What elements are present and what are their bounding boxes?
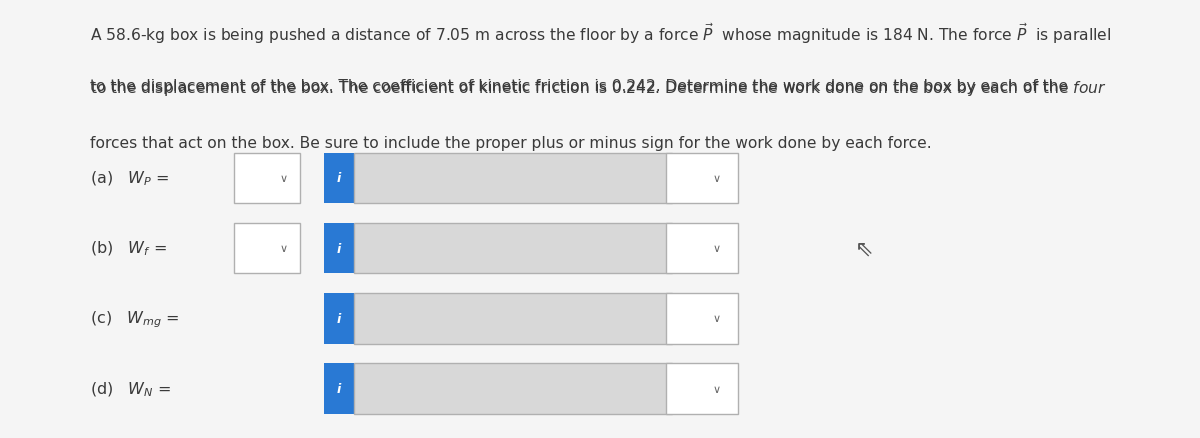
FancyBboxPatch shape	[354, 153, 672, 204]
Text: forces that act on the box. Be sure to include the proper plus or minus sign for: forces that act on the box. Be sure to i…	[90, 136, 931, 151]
FancyBboxPatch shape	[234, 223, 300, 274]
FancyBboxPatch shape	[666, 364, 738, 414]
Text: ⇖: ⇖	[854, 239, 874, 258]
FancyBboxPatch shape	[666, 293, 738, 344]
Text: to the displacement of the box. The coefficient of kinetic friction is 0.242. De: to the displacement of the box. The coef…	[90, 79, 1106, 98]
Text: ∨: ∨	[280, 244, 288, 254]
Text: i: i	[337, 312, 341, 325]
Text: ∨: ∨	[280, 173, 288, 184]
Text: A 58.6-kg box is being pushed a distance of 7.05 m across the floor by a force $: A 58.6-kg box is being pushed a distance…	[90, 22, 1111, 46]
FancyBboxPatch shape	[234, 153, 300, 204]
Text: (c)   $W_{mg}$ =: (c) $W_{mg}$ =	[90, 308, 180, 329]
FancyBboxPatch shape	[354, 364, 672, 414]
FancyBboxPatch shape	[324, 223, 354, 274]
Text: to the displacement of the box. The coefficient of kinetic friction is 0.242. De: to the displacement of the box. The coef…	[90, 79, 1073, 94]
Text: (b)   $W_f$ =: (b) $W_f$ =	[90, 240, 167, 258]
FancyBboxPatch shape	[666, 223, 738, 274]
Text: i: i	[337, 382, 341, 395]
FancyBboxPatch shape	[666, 153, 738, 204]
Text: (a)   $W_P$ =: (a) $W_P$ =	[90, 170, 169, 187]
FancyBboxPatch shape	[354, 293, 672, 344]
Text: ∨: ∨	[713, 314, 720, 324]
Text: i: i	[337, 242, 341, 255]
Text: ∨: ∨	[713, 384, 720, 394]
Text: ∨: ∨	[713, 244, 720, 254]
FancyBboxPatch shape	[324, 293, 354, 344]
FancyBboxPatch shape	[354, 223, 672, 274]
FancyBboxPatch shape	[324, 153, 354, 204]
Text: (d)   $W_N$ =: (d) $W_N$ =	[90, 380, 172, 398]
FancyBboxPatch shape	[324, 364, 354, 414]
Text: ∨: ∨	[713, 173, 720, 184]
Text: i: i	[337, 172, 341, 185]
